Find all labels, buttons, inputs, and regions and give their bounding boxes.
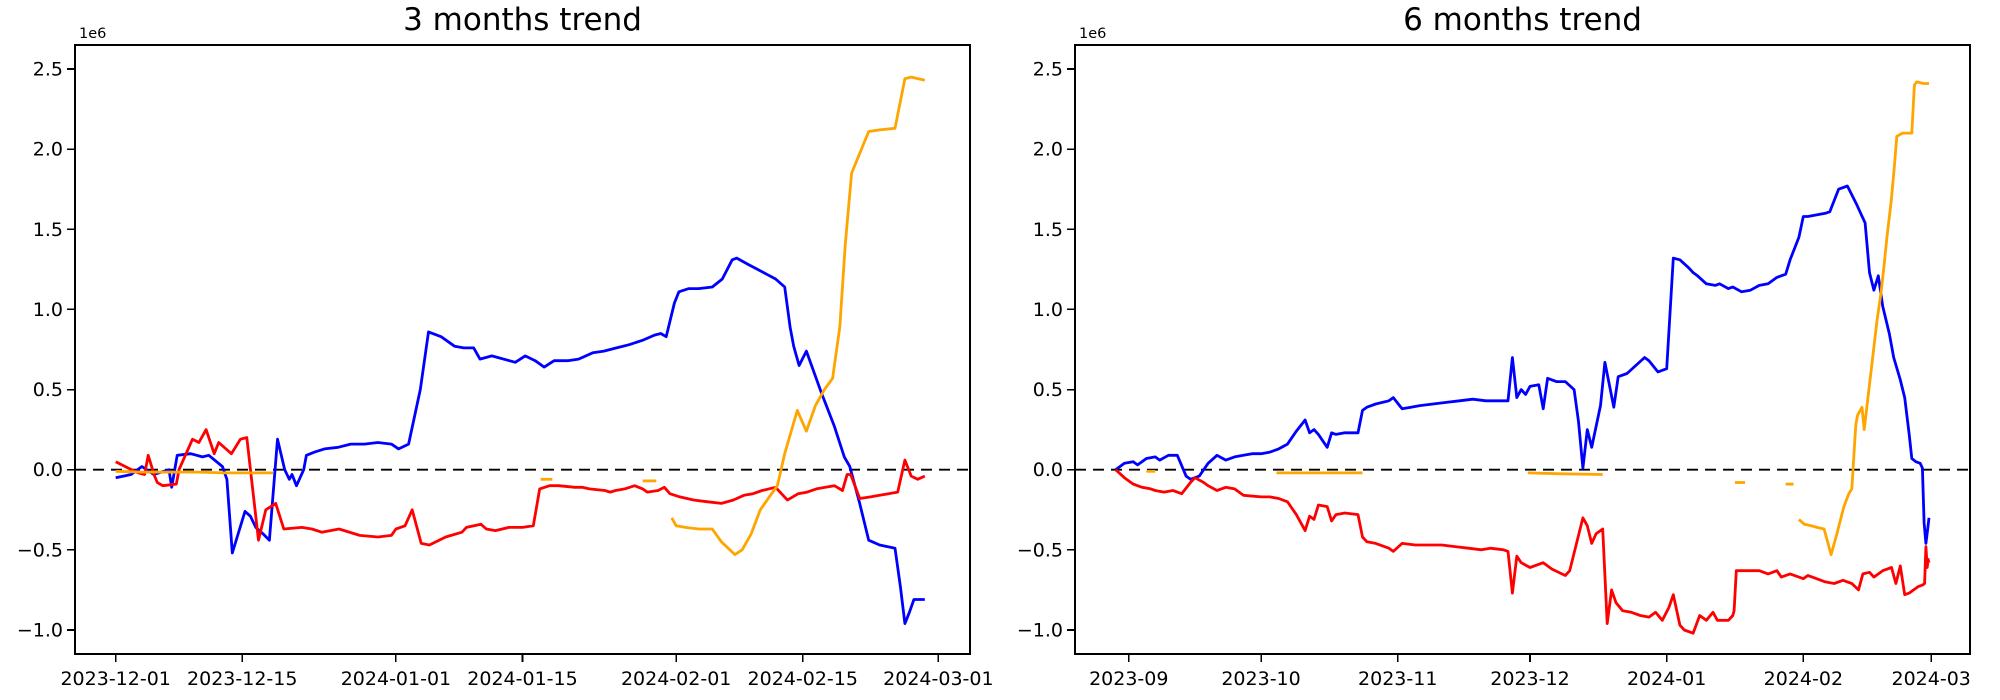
chart-title-3-months: 3 months trend <box>403 2 642 38</box>
y-tick-label: 1.5 <box>1033 219 1063 241</box>
y-tick-label: 1.5 <box>33 219 63 241</box>
y-tick-label: −1.0 <box>17 619 63 641</box>
blue-line <box>1114 184 1931 545</box>
x-tick-label: 2024-02 <box>1764 668 1843 690</box>
chart-title-6-months: 6 months trend <box>1403 2 1642 38</box>
blue-line <box>115 256 925 625</box>
x-tick-label: 2023-11 <box>1358 668 1437 690</box>
y-tick-label: −0.5 <box>1017 539 1063 561</box>
red-line <box>1114 468 1931 635</box>
y-tick-label: 1.0 <box>33 299 63 321</box>
y-tick-label: 2.5 <box>33 59 63 81</box>
x-tick-label: 2023-09 <box>1089 668 1168 690</box>
y-tick-label: 0.5 <box>1033 379 1063 401</box>
y-axis-offset-label-right: 1e6 <box>1079 26 1107 42</box>
y-axis-offset-label-left: 1e6 <box>79 26 107 42</box>
x-tick-label: 2024-02-15 <box>748 668 858 690</box>
x-tick-label: 2024-03-01 <box>883 668 993 690</box>
x-tick-label: 2023-12-15 <box>187 668 297 690</box>
x-tick-label: 2024-01 <box>1627 668 1706 690</box>
x-tick-label: 2024-01-15 <box>467 668 577 690</box>
y-tick-label: −1.0 <box>1017 619 1063 641</box>
x-tick-label: 2024-02-01 <box>621 668 731 690</box>
x-tick-label: 2023-10 <box>1221 668 1300 690</box>
y-tick-label: 0.0 <box>1033 459 1063 481</box>
orange-line <box>670 75 926 556</box>
y-tick-label: −0.5 <box>17 539 63 561</box>
orange-line <box>115 469 273 475</box>
orange-line <box>1797 80 1929 556</box>
y-tick-label: 0.0 <box>33 459 63 481</box>
axes-spines <box>1074 44 1971 655</box>
y-tick-label: 2.0 <box>33 139 63 161</box>
x-tick-label: 2023-12-01 <box>60 668 170 690</box>
axes-3-months: −1.0 −0.5 0.0 0.5 1.0 1.5 2.0 2.5 2023-12-01 2023… <box>17 44 994 690</box>
x-tick-label: 2023-12 <box>1490 668 1569 690</box>
red-line <box>115 428 926 547</box>
axes-6-months: −1.0 −0.5 0.0 0.5 1.0 1.5 2.0 2.5 2023-09 2023-10… <box>1017 44 1971 690</box>
y-tick-label: 0.5 <box>33 379 63 401</box>
y-tick-label: 1.0 <box>1033 299 1063 321</box>
y-tick-label: 2.5 <box>1033 59 1063 81</box>
x-tick-label: 2024-01-01 <box>341 668 451 690</box>
x-tick-label: 2024-03 <box>1892 668 1971 690</box>
y-tick-label: 2.0 <box>1033 139 1063 161</box>
orange-line <box>1527 471 1603 476</box>
